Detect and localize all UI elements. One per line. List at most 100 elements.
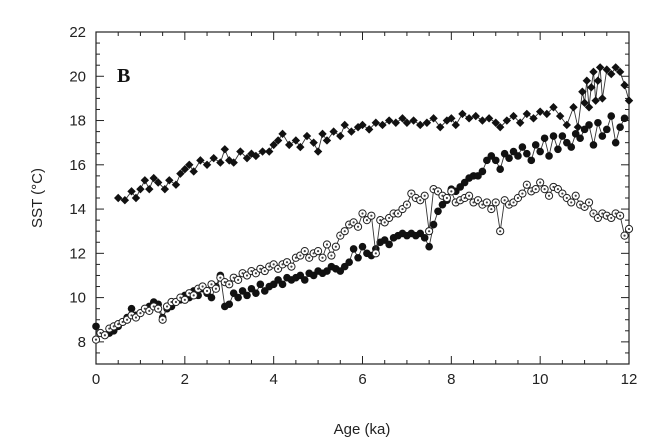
open-circle-center	[614, 212, 617, 215]
y-tick-label: 14	[69, 201, 86, 218]
open-circle-center	[94, 338, 98, 341]
filled-circle-point	[496, 165, 504, 174]
open-circle-center	[272, 263, 275, 266]
open-circle-center	[157, 307, 160, 310]
filled-circle-point	[127, 304, 136, 313]
filled-circle-point	[505, 154, 513, 162]
filled-circle-point	[349, 245, 358, 253]
open-circle-center	[450, 190, 453, 193]
diamond-point	[495, 122, 505, 132]
open-circle-center	[570, 201, 573, 204]
filled-circle-point	[92, 322, 100, 331]
diamond-point	[522, 109, 532, 119]
y-tick-label: 18	[69, 113, 86, 130]
diamond-point	[136, 184, 145, 194]
open-circle-center	[592, 212, 595, 215]
filled-circle-point	[385, 240, 393, 249]
open-circle-center	[463, 196, 466, 200]
open-circle-center	[125, 318, 129, 321]
filled-circle-point	[243, 291, 251, 300]
filled-circle-point	[536, 147, 544, 156]
open-circle-center	[321, 256, 324, 259]
filled-circle-point	[616, 123, 624, 131]
open-circle-center	[547, 194, 551, 197]
diamond-point	[542, 109, 552, 119]
open-circle-center	[605, 214, 608, 217]
open-circle-center	[610, 216, 613, 220]
diamond-point	[229, 158, 238, 167]
diamond-point	[436, 122, 445, 132]
open-circle-center	[410, 192, 413, 195]
open-circle-center	[112, 325, 115, 328]
open-circle-center	[263, 269, 266, 273]
open-circle-center	[574, 194, 577, 197]
y-axis-title: SST (°C)	[29, 168, 46, 228]
filled-circle-point	[598, 132, 607, 140]
open-circle-center	[325, 243, 329, 246]
diamond-point	[273, 136, 283, 145]
diamond-point	[502, 116, 512, 125]
diamond-point	[131, 193, 141, 203]
diamond-point	[371, 118, 381, 127]
open-circle-center	[472, 201, 475, 204]
open-circle-center	[374, 252, 377, 255]
open-circle-center	[490, 207, 493, 211]
diamond-point	[202, 160, 212, 169]
diamond-point	[127, 187, 136, 196]
x-tick-label: 2	[181, 371, 189, 388]
diamond-point	[265, 147, 274, 156]
diamond-point	[535, 107, 545, 116]
open-circle-center	[356, 225, 360, 228]
open-circle-center	[481, 203, 484, 206]
open-circle-center	[303, 250, 306, 253]
open-circle-center	[339, 234, 342, 237]
filled-circle-point	[576, 134, 584, 143]
diamond-point	[615, 67, 625, 77]
filled-circle-point	[611, 138, 620, 147]
open-circle-center	[516, 196, 520, 200]
diamond-point	[580, 98, 589, 108]
x-tick-label: 10	[532, 371, 549, 388]
diamond-point	[236, 147, 245, 156]
diamond-point	[458, 109, 467, 119]
open-circle-center	[619, 214, 622, 217]
y-tick-label: 20	[69, 68, 86, 85]
x-tick-label: 6	[358, 371, 366, 388]
open-circle-center	[183, 298, 186, 301]
diamond-point	[251, 151, 261, 161]
filled-circle-point	[531, 141, 540, 149]
diamond-point	[589, 67, 598, 77]
diamond-point	[120, 196, 130, 205]
open-circle-center	[525, 183, 528, 186]
open-circle-center	[330, 254, 333, 257]
diamond-point	[509, 111, 518, 121]
diamond-point	[160, 184, 170, 194]
diamond-point	[593, 76, 603, 85]
series-open-circle	[91, 178, 634, 344]
y-tick-labels: 8 10 12 14 16 18 20 22	[69, 24, 86, 351]
open-circle-center	[476, 199, 480, 202]
diamond-point	[398, 114, 407, 123]
diamond-point	[569, 103, 578, 112]
diamond-point	[165, 176, 174, 185]
open-circle-center	[214, 287, 218, 290]
open-circle-center	[294, 256, 297, 259]
diamond-point	[329, 127, 338, 136]
open-circle-center	[117, 323, 120, 326]
diamond-point	[484, 114, 494, 123]
filled-circle-point	[567, 143, 576, 151]
y-tick-label: 8	[78, 334, 86, 351]
open-circle-center	[507, 203, 511, 206]
open-circle-center	[539, 181, 542, 184]
x-tick-label: 12	[621, 371, 638, 388]
open-circle-center	[343, 230, 346, 233]
diamond-point	[582, 76, 592, 85]
diamond-point	[318, 129, 327, 139]
open-circle-center	[512, 201, 515, 204]
diamond-point	[422, 118, 432, 127]
open-circle-center	[401, 207, 404, 211]
diamond-point	[242, 153, 252, 163]
diamond-point	[491, 118, 500, 127]
diamond-point	[620, 80, 629, 90]
